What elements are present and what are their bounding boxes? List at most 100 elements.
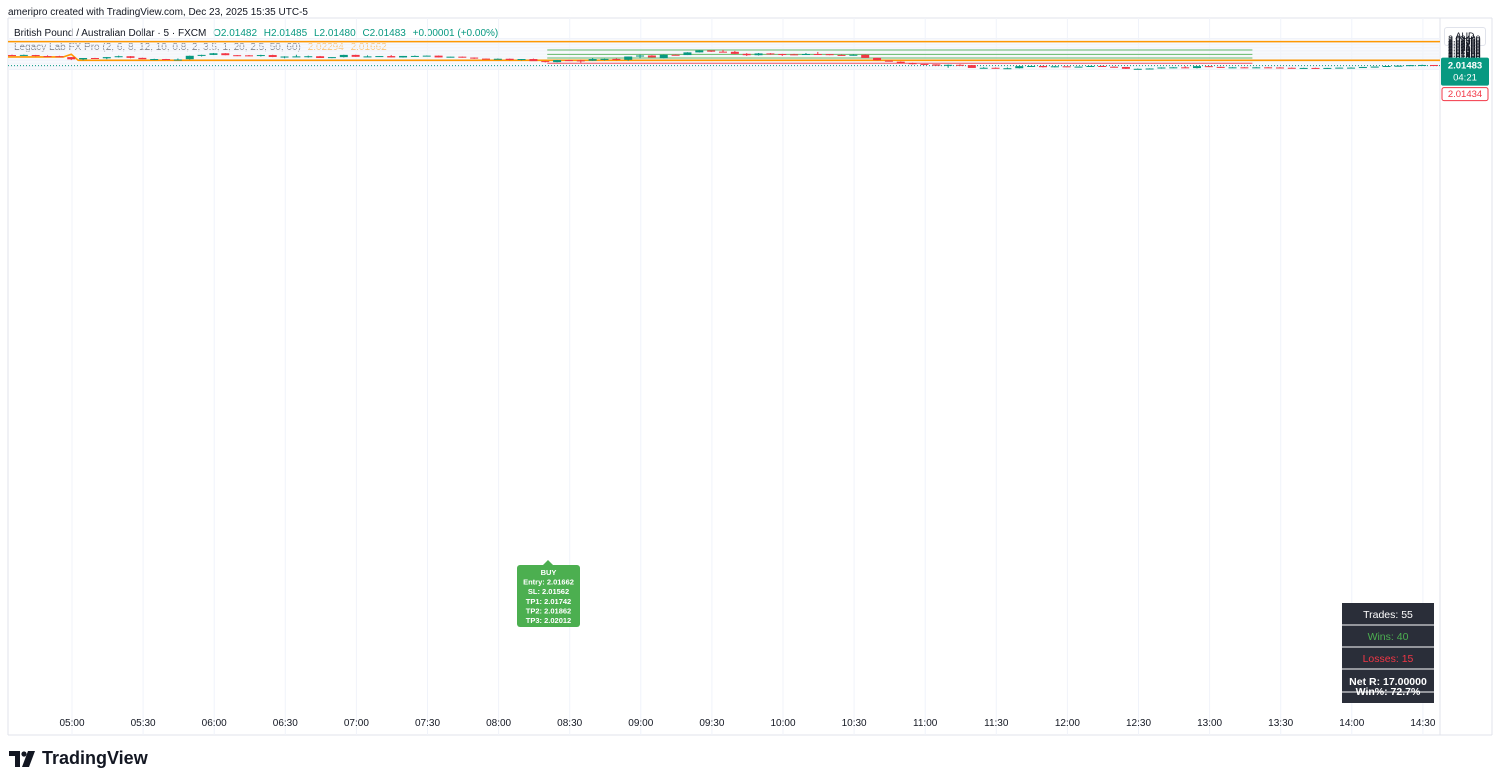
candle-body xyxy=(1335,67,1344,69)
candle-body xyxy=(1370,66,1379,68)
candle-body xyxy=(707,50,716,52)
candle-body xyxy=(754,53,763,56)
candle-body xyxy=(659,54,668,59)
y-tick-label: 2.02100 xyxy=(1448,43,1481,53)
currency-badge[interactable]: AUD xyxy=(1444,27,1486,46)
candle-body xyxy=(529,59,538,62)
candle xyxy=(470,57,479,59)
candle xyxy=(387,55,396,58)
y-tick-label: 2.02400 xyxy=(1448,34,1481,44)
candle xyxy=(553,59,562,63)
candle-body xyxy=(43,56,52,58)
candle xyxy=(1062,66,1071,68)
candle-body xyxy=(991,67,1000,69)
x-tick-label: 09:00 xyxy=(628,718,653,729)
tradingview-logo[interactable]: TradingView xyxy=(9,748,148,769)
candle-body xyxy=(268,55,277,57)
second-price-label-bg xyxy=(1441,87,1489,102)
candle xyxy=(908,62,917,65)
ohlc-close: C2.01483 xyxy=(362,28,406,39)
candle xyxy=(1358,66,1367,69)
candle-body xyxy=(778,54,787,56)
candle-body xyxy=(576,60,585,62)
candle xyxy=(1382,65,1391,67)
candle-body xyxy=(1204,66,1213,68)
buy-signal-text: TP1: 2.01742 xyxy=(526,597,571,606)
candle xyxy=(778,53,787,56)
candle-body xyxy=(896,61,905,64)
candle-body xyxy=(1240,67,1249,69)
candle-body xyxy=(1110,66,1119,68)
candle-body xyxy=(209,53,218,55)
y-tick-label: 2.01900 xyxy=(1448,49,1481,59)
candle-body xyxy=(1133,68,1142,70)
candle-body xyxy=(434,55,443,58)
candle-body xyxy=(256,55,265,57)
candle-body xyxy=(564,60,573,62)
candle xyxy=(292,54,301,58)
candle xyxy=(209,52,218,56)
candle-body xyxy=(375,56,384,58)
candle-body xyxy=(90,58,99,60)
candle xyxy=(612,58,621,61)
candle-body xyxy=(1145,68,1154,70)
candle-body xyxy=(410,55,419,57)
candle-body xyxy=(766,53,775,55)
candle xyxy=(707,50,716,52)
candle-body xyxy=(719,51,727,53)
candle-body xyxy=(292,56,301,58)
x-tick-label: 07:00 xyxy=(344,718,369,729)
candle-body xyxy=(1038,65,1047,68)
buy-signal-text: SL: 2.01562 xyxy=(528,587,569,596)
candle xyxy=(766,53,775,55)
candle xyxy=(932,64,941,66)
y-tick-label: 2.02250 xyxy=(1448,38,1481,48)
candle-body xyxy=(1394,65,1403,67)
candle xyxy=(944,64,953,68)
candle-body xyxy=(185,55,194,60)
candle-body xyxy=(1050,66,1059,68)
stats-row: Losses: 15 xyxy=(1363,653,1414,665)
candle xyxy=(588,58,597,61)
ohlc-open: O2.01482 xyxy=(213,28,258,39)
x-tick-label: 05:00 xyxy=(59,718,84,729)
candle xyxy=(304,55,313,58)
candle xyxy=(505,58,514,61)
candle-body xyxy=(339,54,348,58)
candle-body xyxy=(967,65,976,68)
candle xyxy=(1323,67,1332,69)
candle-body xyxy=(197,54,206,56)
candle xyxy=(1335,67,1344,69)
candle xyxy=(659,54,668,59)
buy-signal-background xyxy=(517,565,580,627)
last-price-label: 2.01483 xyxy=(1448,61,1482,72)
second-price-label: 2.01434 xyxy=(1448,89,1482,100)
candle xyxy=(434,55,443,58)
stats-row: Net R: 17.00000 xyxy=(1349,676,1427,688)
candle-body xyxy=(1358,67,1367,69)
buy-signal-text: TP2: 2.01862 xyxy=(526,606,571,615)
candle xyxy=(410,55,419,57)
candle xyxy=(482,58,490,60)
candle xyxy=(221,53,230,56)
candle-body xyxy=(387,56,396,58)
candle xyxy=(1133,68,1142,70)
symbol-name: British Pound / Australian Dollar · 5 · … xyxy=(14,28,207,39)
y-tick-label: 2.02000 xyxy=(1448,46,1481,56)
candle xyxy=(31,54,40,57)
candle-body xyxy=(695,50,704,53)
x-tick-label: 08:30 xyxy=(557,718,582,729)
candle-body xyxy=(908,63,917,65)
candle xyxy=(1287,67,1296,69)
x-tick-label: 12:00 xyxy=(1055,718,1080,729)
candle xyxy=(873,57,882,61)
chart-credit: ameripro created with TradingView.com, D… xyxy=(8,7,308,18)
candle-body xyxy=(801,54,810,56)
candle-body xyxy=(1323,67,1332,69)
candle xyxy=(1204,65,1213,68)
x-tick-label: 09:30 xyxy=(699,718,724,729)
candle xyxy=(102,56,111,60)
candle xyxy=(529,58,538,62)
